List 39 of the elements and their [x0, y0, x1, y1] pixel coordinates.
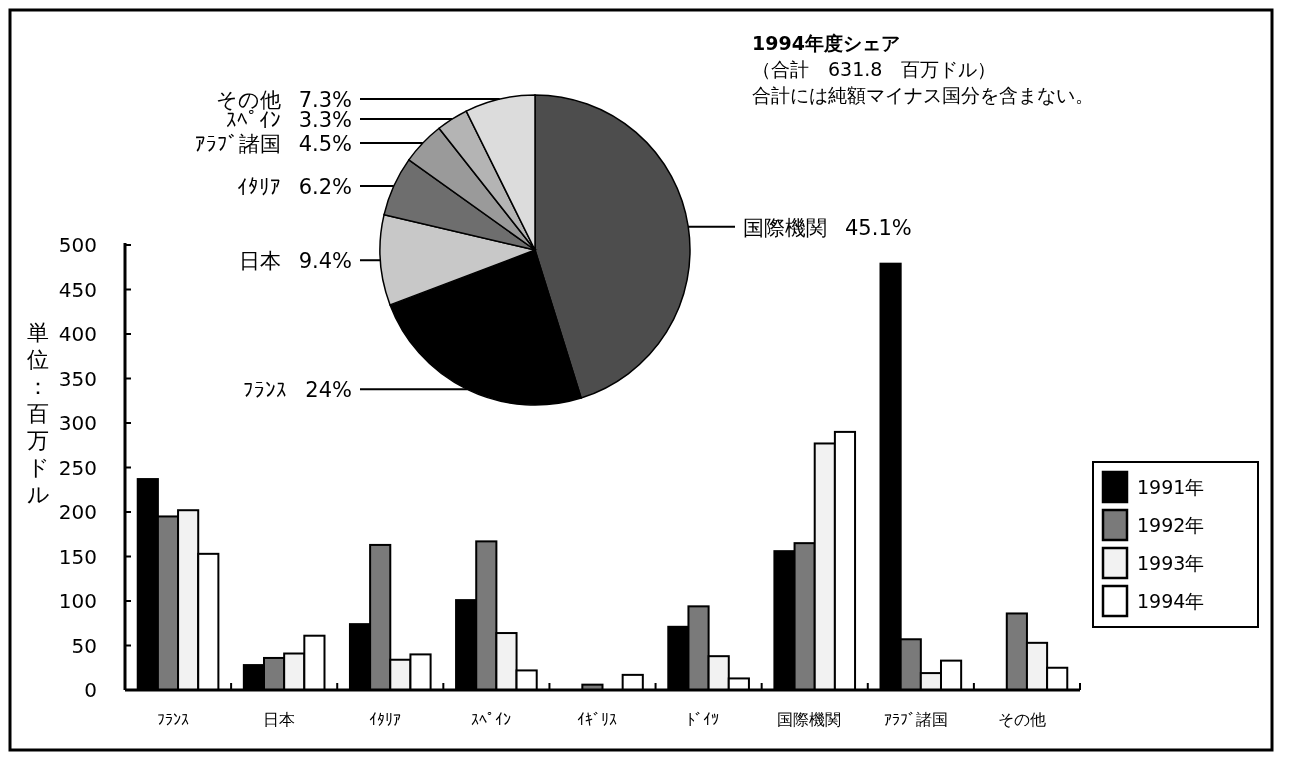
legend-label: 1992年	[1137, 514, 1205, 536]
x-tick-label: ﾄﾞｲﾂ	[687, 710, 720, 729]
x-tick-label: ｲｷﾞﾘｽ	[577, 710, 618, 729]
data-label: 4.5%	[298, 132, 352, 157]
y-tick-label: 150	[58, 544, 97, 569]
legend-label: 1994年	[1137, 590, 1205, 612]
y-tick-label: 400	[58, 322, 97, 346]
y-tick-label: 100	[58, 589, 97, 613]
legend-label: 1993年	[1137, 552, 1205, 574]
y-tick-label: 200	[58, 500, 97, 524]
data-label: 45.1%	[845, 215, 912, 240]
chart-title: 1994年度シェア	[752, 32, 900, 54]
x-tick-label: ｲﾀﾘｱ	[368, 710, 401, 729]
y-tick-label: 300	[58, 411, 97, 435]
y-axis-title: 単位：百万ドル	[26, 320, 50, 507]
x-tick-label: その他	[997, 710, 1046, 729]
slice-label: ｱﾗﾌﾞ諸国	[194, 132, 281, 157]
x-tick-label: ｱﾗﾌﾞ諸国	[883, 710, 948, 729]
data-label: 24%	[305, 378, 352, 403]
data-label: 3.3%	[298, 107, 352, 132]
y-tick-label: 250	[58, 455, 97, 480]
chart-subtitle: （合計 631.8 百万ドル）	[752, 58, 997, 80]
legend-label: 1991年	[1137, 476, 1205, 498]
y-tick-label: 350	[58, 366, 97, 391]
y-tick-label: 50	[71, 633, 97, 658]
slice-label: ﾌﾗﾝｽ	[243, 378, 288, 403]
slice-label: ｲﾀﾘｱ	[236, 175, 281, 200]
slice-label: 日本	[238, 249, 281, 274]
data-label: 6.2%	[298, 175, 352, 200]
y-tick-label: 450	[58, 277, 97, 302]
data-label: 9.4%	[298, 249, 352, 274]
slice-label: 国際機関	[743, 215, 827, 240]
x-tick-label: ﾌﾗﾝｽ	[156, 710, 189, 729]
y-tick-label: 500	[58, 233, 97, 257]
text: 合計には純額マイナス国分を含まない。	[752, 84, 1094, 106]
x-tick-label: 国際機関	[777, 710, 842, 729]
x-tick-label: 日本	[262, 710, 295, 729]
y-tick-label: 0	[84, 678, 97, 702]
x-tick-label: ｽﾍﾟｲﾝ	[471, 710, 512, 729]
